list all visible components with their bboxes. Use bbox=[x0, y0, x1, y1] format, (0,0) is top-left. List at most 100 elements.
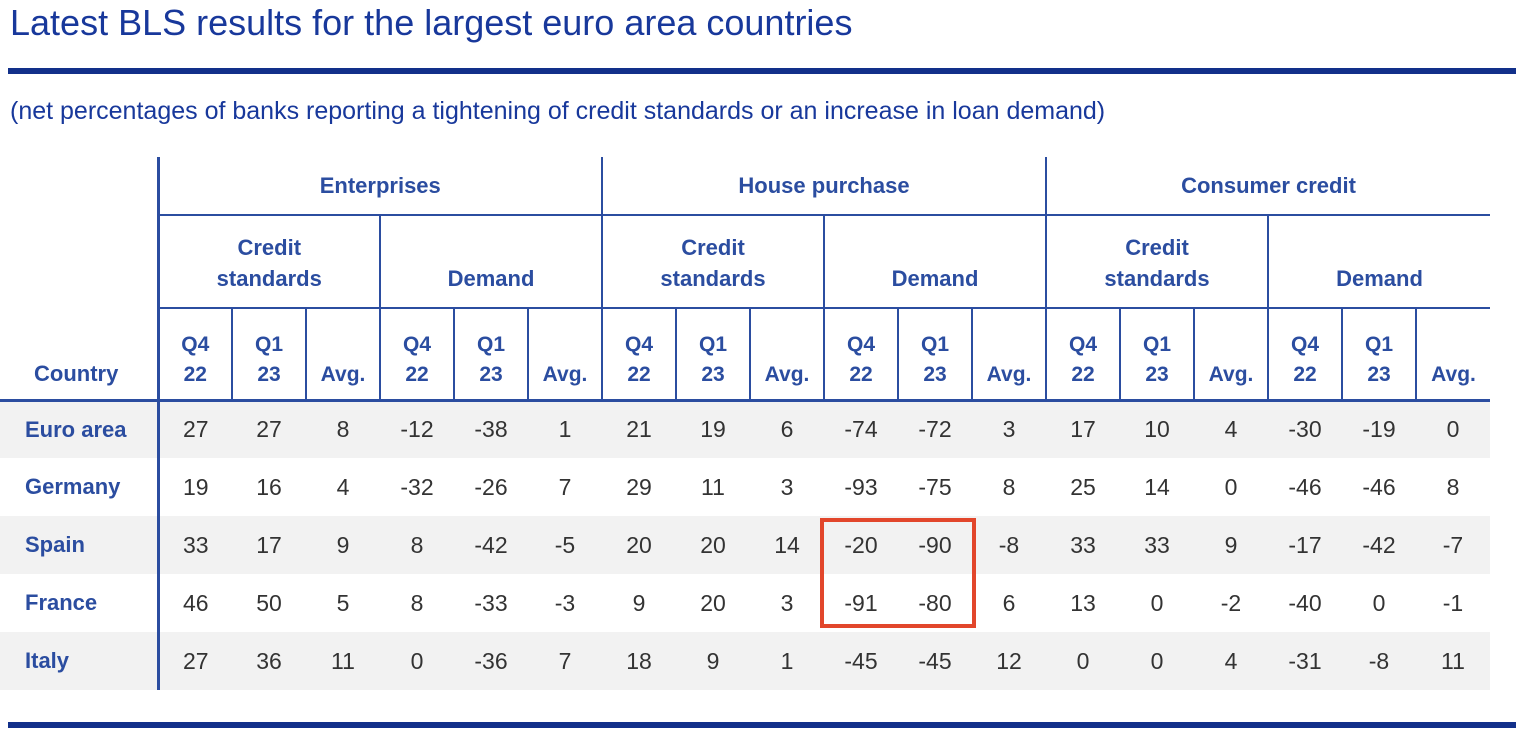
value-cell: 0 bbox=[1076, 647, 1090, 674]
title-divider-rule bbox=[8, 68, 1516, 74]
value-cell: 29 bbox=[626, 473, 652, 500]
table-row: Euro area 27 27 8 -12 -38 1 21 19 6 -74 -72 3 17 10 4 -3… bbox=[0, 400, 1490, 458]
row-label: Spain bbox=[0, 516, 160, 574]
value-cell: 8 bbox=[1002, 473, 1016, 500]
value-cell: 17 bbox=[256, 531, 282, 558]
value-cell: 8 bbox=[1446, 473, 1460, 500]
table-row: France 46 50 5 8 -33 -3 9 20 3 -91 -80 6 13 0 -2 -40 0 -1 bbox=[0, 574, 1490, 632]
value-cell: 6 bbox=[1002, 589, 1016, 616]
period-header: Avg. bbox=[305, 308, 380, 402]
subgroup-header: Credit standards bbox=[601, 215, 824, 309]
header-row-periods: Q4 22 Q1 23 Avg. Q4 22 Q1 23 Avg. Q4 22 Q1 23 Avg. Q4 22… bbox=[0, 308, 1490, 402]
value-cell: 14 bbox=[774, 531, 800, 558]
value-cell: 27 bbox=[256, 416, 282, 443]
value-cell: -1 bbox=[1442, 589, 1464, 616]
period-header: Q4 22 bbox=[157, 308, 232, 402]
value-cell: -46 bbox=[1362, 473, 1396, 500]
value-cell: 11 bbox=[1441, 647, 1465, 674]
value-cell: -42 bbox=[1362, 531, 1396, 558]
value-cell: -17 bbox=[1288, 531, 1322, 558]
value-cell: 33 bbox=[1144, 531, 1170, 558]
value-cell: 3 bbox=[1002, 416, 1016, 443]
value-cell: 14 bbox=[1144, 473, 1170, 500]
value-cell: -45 bbox=[844, 647, 878, 674]
value-cell: -46 bbox=[1288, 473, 1322, 500]
value-cell: 7 bbox=[558, 647, 572, 674]
value-cell: 4 bbox=[1224, 647, 1238, 674]
table-header: Country Enterprises House purchase Consumer… bbox=[0, 157, 1490, 402]
subgroup-header: Demand bbox=[823, 215, 1046, 309]
page-title: Latest BLS results for the largest euro … bbox=[10, 2, 853, 43]
value-cell: 27 bbox=[182, 647, 209, 674]
value-cell: 1 bbox=[558, 416, 572, 443]
value-cell: 11 bbox=[701, 473, 725, 500]
value-cell: 8 bbox=[336, 416, 350, 443]
value-cell: -90 bbox=[918, 531, 952, 558]
value-cell: 5 bbox=[336, 589, 350, 616]
table-row: Spain 33 17 9 8 -42 -5 20 20 14 -20 -90 -8 33 33 9 -17 -4… bbox=[0, 516, 1490, 574]
period-header: Q4 22 bbox=[823, 308, 898, 402]
period-header: Q1 23 bbox=[231, 308, 306, 402]
value-cell: -20 bbox=[844, 531, 878, 558]
value-cell: 10 bbox=[1144, 416, 1170, 443]
value-cell: 20 bbox=[700, 531, 726, 558]
value-cell: -19 bbox=[1362, 416, 1396, 443]
row-label: Italy bbox=[0, 632, 160, 690]
column-group-header: Enterprises bbox=[157, 157, 602, 216]
column-group-header: House purchase bbox=[601, 157, 1046, 216]
value-cell: 46 bbox=[182, 589, 209, 616]
value-cell: -32 bbox=[400, 473, 434, 500]
value-cell: -7 bbox=[1442, 531, 1464, 558]
table-row: Germany 19 16 4 -32 -26 7 29 11 3 -93 -75 8 25 14 0 -46 -… bbox=[0, 458, 1490, 516]
value-cell: 17 bbox=[1070, 416, 1096, 443]
value-cell: 27 bbox=[182, 416, 209, 443]
period-header: Avg. bbox=[527, 308, 602, 402]
value-cell: -3 bbox=[554, 589, 576, 616]
period-header: Avg. bbox=[971, 308, 1046, 402]
value-cell: 6 bbox=[780, 416, 794, 443]
value-cell: 4 bbox=[1224, 416, 1238, 443]
subgroup-header: Credit standards bbox=[1045, 215, 1268, 309]
row-label: France bbox=[0, 574, 160, 632]
value-cell: 8 bbox=[410, 589, 424, 616]
country-column-header: Country bbox=[0, 157, 160, 402]
subgroup-header: Demand bbox=[379, 215, 602, 309]
value-cell: 7 bbox=[558, 473, 572, 500]
value-cell: 18 bbox=[626, 647, 652, 674]
value-cell: -31 bbox=[1288, 647, 1322, 674]
page-subtitle: (net percentages of banks reporting a ti… bbox=[10, 97, 1106, 125]
period-header: Q1 23 bbox=[1341, 308, 1416, 402]
value-cell: -8 bbox=[1368, 647, 1390, 674]
value-cell: 1 bbox=[780, 647, 794, 674]
value-cell: -74 bbox=[844, 416, 878, 443]
period-header: Q4 22 bbox=[379, 308, 454, 402]
value-cell: 0 bbox=[1150, 589, 1164, 616]
value-cell: 33 bbox=[182, 531, 209, 558]
value-cell: 9 bbox=[1224, 531, 1238, 558]
period-header: Q4 22 bbox=[1267, 308, 1342, 402]
value-cell: 9 bbox=[336, 531, 350, 558]
value-cell: 4 bbox=[336, 473, 350, 500]
row-label: Germany bbox=[0, 458, 160, 516]
value-cell: -93 bbox=[844, 473, 878, 500]
value-cell: 36 bbox=[256, 647, 282, 674]
value-cell: -26 bbox=[474, 473, 508, 500]
value-cell: 0 bbox=[1224, 473, 1238, 500]
table-row: Italy 27 36 11 0 -36 7 18 9 1 -45 -45 12 0 0 4 -31 -8 11 bbox=[0, 632, 1490, 690]
period-header: Q1 23 bbox=[453, 308, 528, 402]
value-cell: -33 bbox=[474, 589, 508, 616]
value-cell: -72 bbox=[918, 416, 952, 443]
header-row-subgroups: Credit standards Demand Credit standards Dema… bbox=[0, 215, 1490, 309]
value-cell: -91 bbox=[844, 589, 878, 616]
value-cell: 3 bbox=[780, 473, 794, 500]
value-cell: -40 bbox=[1288, 589, 1322, 616]
value-cell: 13 bbox=[1070, 589, 1096, 616]
value-cell: 33 bbox=[1070, 531, 1096, 558]
bottom-rule bbox=[8, 722, 1516, 728]
period-header: Avg. bbox=[1415, 308, 1490, 402]
value-cell: 8 bbox=[410, 531, 424, 558]
period-header: Q1 23 bbox=[1119, 308, 1194, 402]
value-cell: -5 bbox=[554, 531, 576, 558]
value-cell: 20 bbox=[700, 589, 726, 616]
value-cell: -36 bbox=[474, 647, 508, 674]
